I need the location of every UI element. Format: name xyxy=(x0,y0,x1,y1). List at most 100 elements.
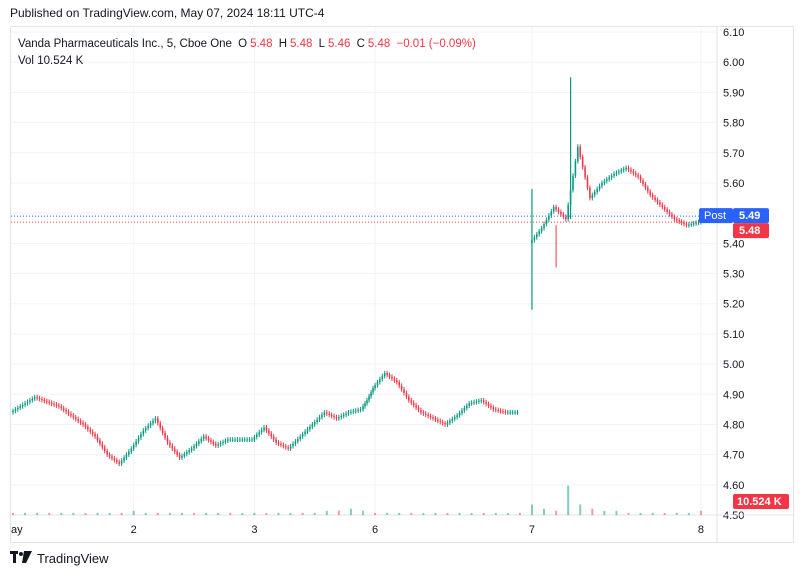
candle-body xyxy=(381,376,384,380)
volume-bar xyxy=(446,512,449,515)
candle-body xyxy=(316,419,318,423)
candle-body xyxy=(207,438,210,441)
candle-body xyxy=(535,234,538,238)
legend-symbol[interactable]: Vanda Pharmaceuticals Inc., 5, Cboe One xyxy=(18,38,232,50)
candle-body xyxy=(668,211,671,215)
candle-body xyxy=(366,400,368,404)
volume-badge xyxy=(733,494,789,509)
candle-body xyxy=(275,439,277,443)
legend-change: −0.01 (−0.09%) xyxy=(396,38,476,50)
y-tick-label: 5.80 xyxy=(723,118,744,130)
legend-high: H 5.48 xyxy=(278,38,313,50)
candle-body xyxy=(260,429,263,433)
candle-body xyxy=(439,420,442,423)
candle-body xyxy=(644,184,647,188)
y-tick-label: 6.10 xyxy=(723,27,744,39)
volume-value: 10.524 K xyxy=(37,55,84,67)
volume-bar xyxy=(398,512,401,515)
candle-body xyxy=(340,415,343,418)
candle-body xyxy=(181,455,183,458)
candle-body xyxy=(99,440,101,444)
candle-body xyxy=(202,436,205,439)
candle-body xyxy=(325,412,328,414)
candle-body xyxy=(654,197,656,200)
candle-body xyxy=(84,424,87,427)
post-price-badge xyxy=(733,208,769,224)
candle-body xyxy=(364,403,366,407)
candle-body xyxy=(412,402,415,406)
candle-body xyxy=(692,223,695,225)
candle-body xyxy=(14,409,17,411)
candle-body xyxy=(345,413,347,415)
volume-bar xyxy=(60,512,63,515)
candle-body xyxy=(96,436,99,441)
candle-body xyxy=(625,167,627,170)
candle-body xyxy=(304,431,306,435)
candle-body xyxy=(610,175,613,178)
candle-body xyxy=(217,444,219,446)
candle-body xyxy=(21,404,24,407)
volume-bar xyxy=(410,512,413,515)
candle-body xyxy=(157,418,159,424)
volume-bar xyxy=(639,512,642,515)
candle-body xyxy=(550,211,553,216)
candle-body xyxy=(514,412,516,414)
candle-body xyxy=(649,191,652,196)
candle-body xyxy=(584,167,586,178)
candle-body xyxy=(659,202,661,205)
volume-bar xyxy=(675,512,678,515)
candle-body xyxy=(552,207,555,212)
candle-body xyxy=(154,418,157,421)
candle-body xyxy=(123,457,125,461)
candle-body xyxy=(272,436,275,440)
candle-body xyxy=(410,400,413,403)
volume-bar xyxy=(579,504,582,515)
candle-body xyxy=(632,171,635,174)
candle-body xyxy=(115,460,118,462)
footer-brand[interactable]: TradingView xyxy=(10,551,109,566)
candle-body xyxy=(690,223,693,225)
candle-body xyxy=(149,423,152,426)
candle-body xyxy=(251,439,253,441)
chart-frame[interactable]: 6.106.005.905.805.705.605.505.405.305.20… xyxy=(10,26,794,543)
candle-body xyxy=(461,410,463,413)
candle-body xyxy=(265,427,268,431)
candle-body xyxy=(379,379,381,383)
candle-body xyxy=(195,443,198,447)
volume-bar xyxy=(168,512,171,515)
candle-body xyxy=(309,426,311,430)
candle-body xyxy=(12,410,14,413)
volume-bar xyxy=(386,512,389,515)
candle-body xyxy=(297,438,299,442)
candle-body xyxy=(671,214,673,217)
candle-body xyxy=(395,380,398,383)
volume-bar xyxy=(144,512,147,515)
candle-body xyxy=(26,401,29,404)
volume-label[interactable]: Vol xyxy=(18,55,34,67)
candle-body xyxy=(540,228,543,232)
y-tick-label: 6.00 xyxy=(723,57,744,69)
last-price-badge xyxy=(733,223,769,239)
volume-bar xyxy=(603,510,606,515)
candle-body xyxy=(572,175,574,191)
candle-body xyxy=(405,393,408,397)
candle-body xyxy=(451,419,454,421)
x-tick-label: 2 xyxy=(131,524,137,536)
volume-bar xyxy=(458,512,461,515)
candle-body xyxy=(173,448,176,452)
candle-body xyxy=(270,433,273,437)
candle-body xyxy=(596,188,598,192)
volume-bar xyxy=(217,512,220,515)
candle-body xyxy=(509,412,512,414)
candle-body xyxy=(299,436,302,439)
candle-body xyxy=(159,423,162,429)
candle-body xyxy=(236,439,239,441)
candle-body xyxy=(89,429,92,432)
price-chart[interactable]: 6.106.005.905.805.705.605.505.405.305.20… xyxy=(11,27,793,542)
candle-body xyxy=(169,442,171,446)
candle-body xyxy=(555,207,557,210)
candle-body xyxy=(603,181,606,183)
candle-body xyxy=(53,403,55,405)
candle-body xyxy=(38,398,41,400)
candle-body xyxy=(214,443,217,446)
